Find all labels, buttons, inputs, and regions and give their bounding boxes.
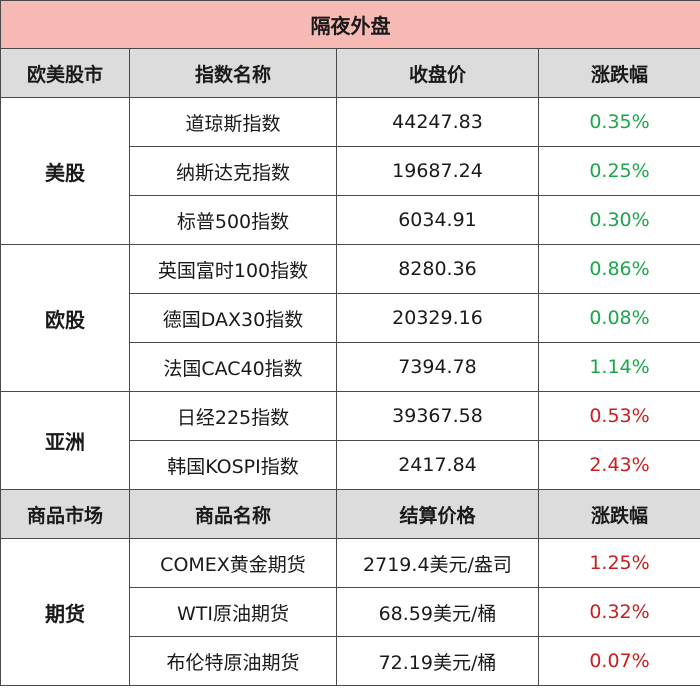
close-price: 39367.58 <box>336 391 539 441</box>
group-label-us: 美股 <box>0 97 130 245</box>
settle-price: 2719.4美元/盎司 <box>336 538 539 588</box>
header-change: 涨跌幅 <box>538 48 700 98</box>
close-price: 20329.16 <box>336 293 539 343</box>
commodity-name: WTI原油期货 <box>129 587 337 637</box>
table-row: 美股 道琼斯指数 44247.83 0.35% <box>0 97 700 245</box>
change-value: 0.07% <box>538 636 700 686</box>
table-row: 期货 COMEX黄金期货 2719.4美元/盎司 1.25% <box>0 538 700 686</box>
header-commodity-name: 商品名称 <box>129 489 337 539</box>
change-value: 0.30% <box>538 195 700 245</box>
commodity-name: COMEX黄金期货 <box>129 538 337 588</box>
change-value: 0.35% <box>538 97 700 147</box>
change-value: 0.53% <box>538 391 700 441</box>
close-price: 44247.83 <box>336 97 539 147</box>
settle-price: 68.59美元/桶 <box>336 587 539 637</box>
settle-price: 72.19美元/桶 <box>336 636 539 686</box>
group-label-futures: 期货 <box>0 538 130 686</box>
index-name: 纳斯达克指数 <box>129 146 337 196</box>
table-row: 法国CAC40指数 7394.78 1.14% <box>1 342 700 392</box>
change-value: 1.14% <box>538 342 700 392</box>
close-price: 6034.91 <box>336 195 539 245</box>
close-price: 7394.78 <box>336 342 539 392</box>
index-name: 韩国KOSPI指数 <box>129 440 337 490</box>
change-value: 2.43% <box>538 440 700 490</box>
table-row: 标普500指数 6034.91 0.30% <box>1 195 700 245</box>
header-index-name: 指数名称 <box>129 48 337 98</box>
index-name: 德国DAX30指数 <box>129 293 337 343</box>
header-close-price: 收盘价 <box>336 48 539 98</box>
group-label-asia: 亚洲 <box>0 391 130 490</box>
table-row: WTI原油期货 68.59美元/桶 0.32% <box>1 587 700 637</box>
table-title: 隔夜外盘 <box>0 0 700 49</box>
change-value: 0.32% <box>538 587 700 637</box>
table-row: 欧股 英国富时100指数 8280.36 0.86% <box>0 244 700 392</box>
header-market: 欧美股市 <box>0 48 130 98</box>
change-value: 0.86% <box>538 244 700 294</box>
group-label-europe: 欧股 <box>0 244 130 392</box>
table-row: 布伦特原油期货 72.19美元/桶 0.07% <box>1 636 700 686</box>
index-name: 法国CAC40指数 <box>129 342 337 392</box>
commodity-name: 布伦特原油期货 <box>129 636 337 686</box>
header-commodity-market: 商品市场 <box>0 489 130 539</box>
index-name: 英国富时100指数 <box>129 244 337 294</box>
change-value: 0.08% <box>538 293 700 343</box>
close-price: 8280.36 <box>336 244 539 294</box>
close-price: 19687.24 <box>336 146 539 196</box>
table-row: 德国DAX30指数 20329.16 0.08% <box>1 293 700 343</box>
change-value: 0.25% <box>538 146 700 196</box>
change-value: 1.25% <box>538 538 700 588</box>
table-row: 韩国KOSPI指数 2417.84 2.43% <box>1 440 700 490</box>
index-name: 日经225指数 <box>129 391 337 441</box>
table-row: 亚洲 日经225指数 39367.58 0.53% <box>0 391 700 490</box>
close-price: 2417.84 <box>336 440 539 490</box>
header-commodity-change: 涨跌幅 <box>538 489 700 539</box>
index-name: 标普500指数 <box>129 195 337 245</box>
header-settle-price: 结算价格 <box>336 489 539 539</box>
index-name: 道琼斯指数 <box>129 97 337 147</box>
